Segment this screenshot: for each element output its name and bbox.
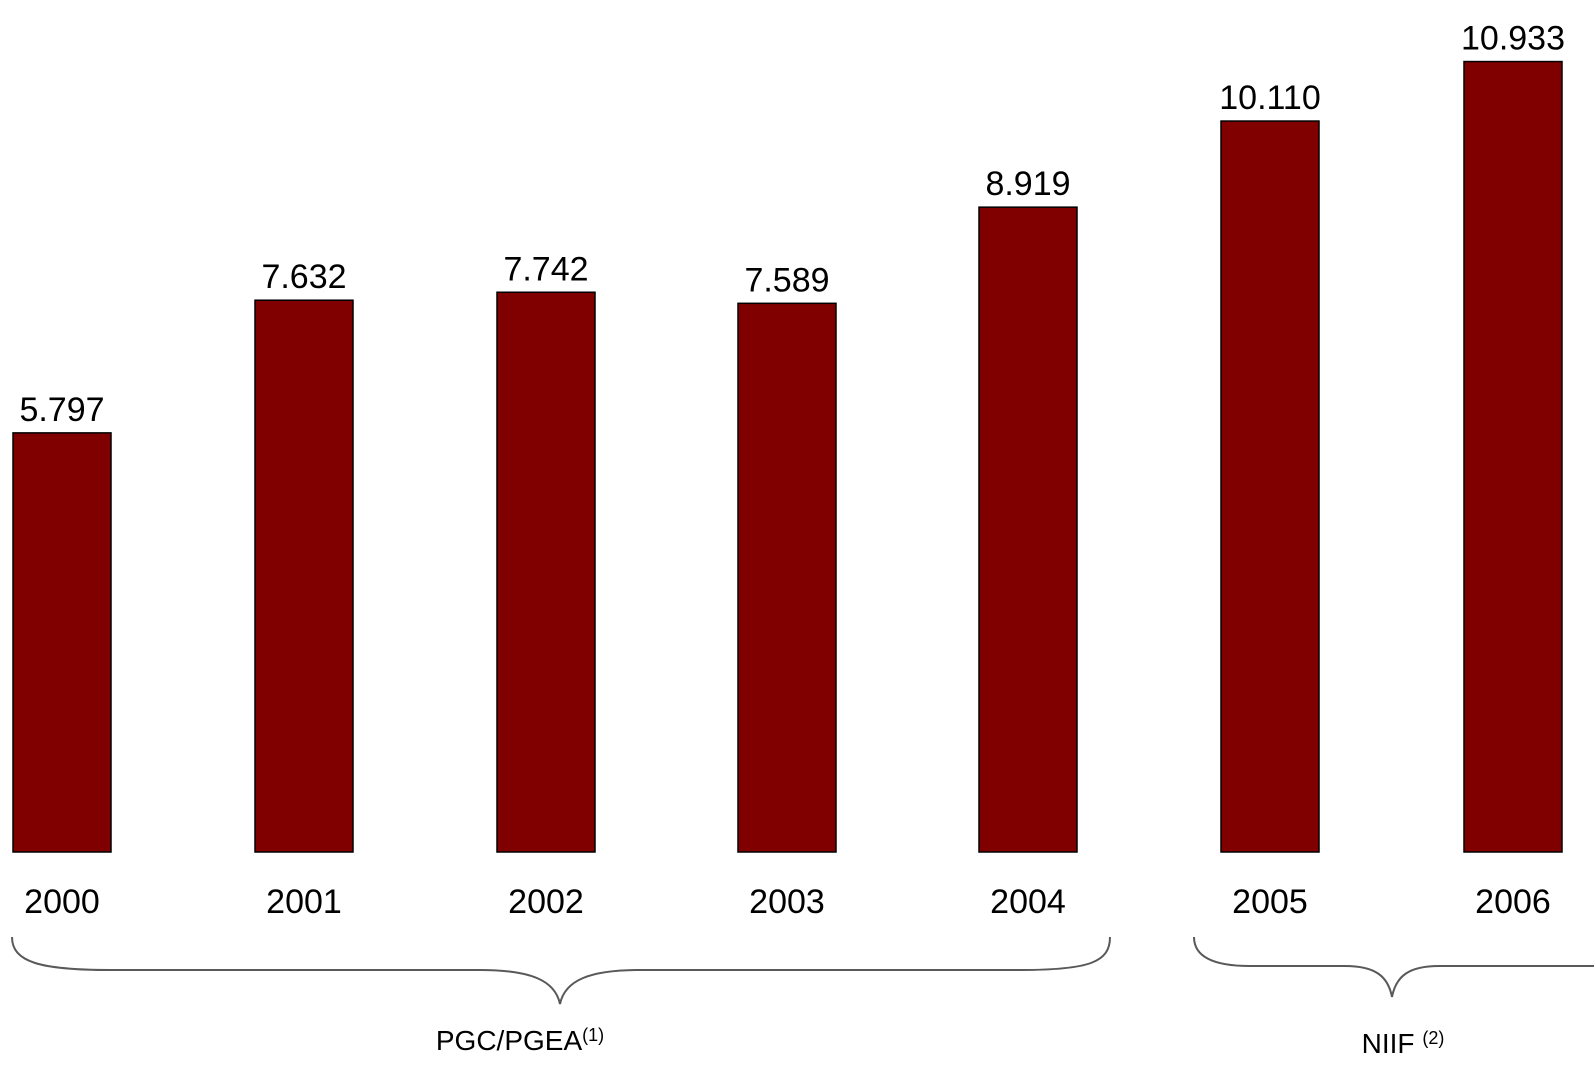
bar-2005 [1220, 120, 1320, 853]
bar-2000 [12, 432, 112, 853]
bar-2002 [496, 291, 596, 853]
bar-2003 [737, 302, 837, 853]
group-brace-niif [1193, 936, 1594, 998]
group-label-niif: NIIF (2) [1362, 1028, 1445, 1059]
value-label-2004: 8.919 [985, 165, 1070, 203]
x-tick-2005: 2005 [1232, 883, 1308, 921]
group-note-pgc: (1) [582, 1025, 604, 1045]
group-label-pgc: PGC/PGEA(1) [436, 1025, 604, 1056]
x-tick-2004: 2004 [990, 883, 1066, 921]
x-tick-2006: 2006 [1475, 883, 1551, 921]
x-tick-2001: 2001 [266, 883, 342, 921]
data-labels: 5.797 7.632 7.742 7.589 8.919 10.110 10.933 [19, 20, 1565, 429]
x-tick-2003: 2003 [749, 883, 825, 921]
bar-2006 [1463, 60, 1563, 853]
value-label-2000: 5.797 [19, 391, 104, 429]
group-note-niif: (2) [1422, 1028, 1444, 1048]
x-axis-tick-labels: 2000 2001 2002 2003 2004 2005 2006 [24, 883, 1551, 921]
value-label-2006: 10.933 [1461, 20, 1565, 58]
bars [12, 60, 1563, 853]
value-label-2002: 7.742 [503, 250, 588, 288]
bar-2004 [978, 206, 1078, 853]
bar-2001 [254, 299, 354, 853]
value-label-2005: 10.110 [1219, 79, 1320, 117]
x-tick-2000: 2000 [24, 883, 100, 921]
x-tick-2002: 2002 [508, 883, 584, 921]
value-label-2001: 7.632 [261, 258, 346, 296]
value-label-2003: 7.589 [744, 261, 829, 299]
group-brace-pgc [11, 936, 1111, 1005]
